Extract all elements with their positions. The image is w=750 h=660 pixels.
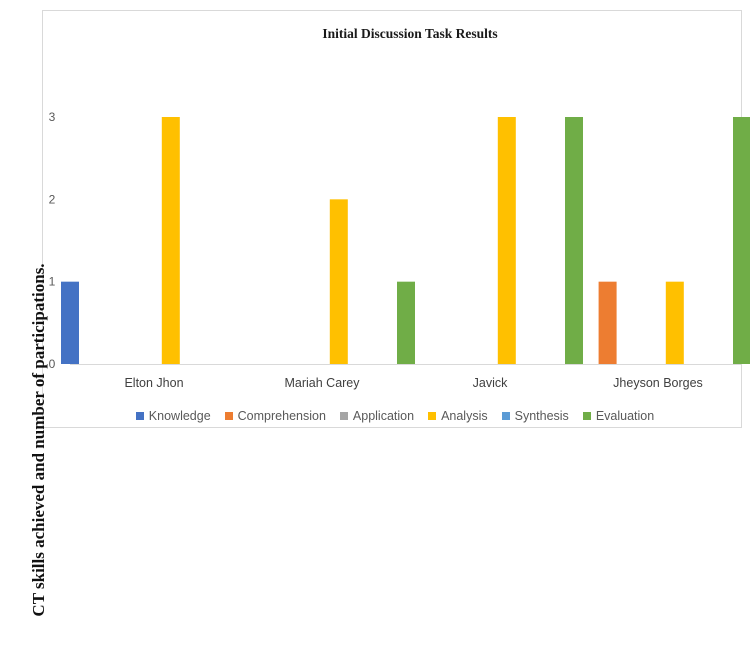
- bar-evaluation-1: [397, 281, 415, 364]
- bar-comprehension-3: [598, 281, 617, 364]
- legend-label: Synthesis: [514, 409, 569, 423]
- legend-item-knowledge: Knowledge: [135, 409, 211, 423]
- bar-knowledge-0: [61, 281, 79, 364]
- bar-analysis-3: [665, 281, 684, 364]
- chart-frame: Initial Discussion Task Results CT skill…: [0, 10, 750, 617]
- legend-swatch: [339, 412, 348, 420]
- bar-analysis-0: [161, 117, 180, 364]
- y-tick-label: 1: [49, 275, 56, 289]
- y-tick-label: 3: [49, 110, 56, 124]
- x-axis-labels: Elton Jhon Mariah Carey Javick Jheyson Borg…: [124, 376, 702, 390]
- y-tick-label: 0: [49, 357, 56, 371]
- x-category-label: Mariah Carey: [284, 376, 360, 390]
- legend-label: Comprehension: [237, 409, 326, 423]
- y-axis-ticks: 0 1 2 3: [49, 110, 56, 371]
- bar-evaluation-2: [565, 117, 583, 364]
- bars-group: [61, 117, 750, 364]
- legend-swatch: [224, 412, 233, 420]
- legend-item-application: Application: [339, 409, 415, 423]
- bar-analysis-1: [329, 199, 348, 364]
- chart-title: Initial Discussion Task Results: [322, 26, 498, 41]
- legend-swatch: [135, 412, 144, 420]
- legend-swatch: [582, 412, 591, 420]
- x-category-label: Javick: [473, 376, 508, 390]
- legend-swatch: [428, 412, 437, 420]
- y-tick-label: 2: [49, 192, 56, 206]
- legend-swatch: [501, 412, 510, 420]
- legend-label: Knowledge: [148, 409, 211, 423]
- plot-area: 0 1 2 3 Elton Jhon Mariah Carey Javick Jheyson…: [49, 110, 750, 390]
- legend: Knowledge Comprehension Application Analysi…: [0, 409, 750, 423]
- legend-label: Evaluation: [595, 409, 655, 423]
- x-category-label: Elton Jhon: [124, 376, 183, 390]
- legend-item-synthesis: Synthesis: [501, 409, 569, 423]
- legend-item-comprehension: Comprehension: [224, 409, 326, 423]
- x-category-label: Jheyson Borges: [613, 376, 703, 390]
- legend-item-analysis: Analysis: [428, 409, 488, 423]
- bar-analysis-2: [497, 117, 516, 364]
- legend-label: Analysis: [441, 409, 488, 423]
- bar-evaluation-3: [733, 117, 750, 364]
- legend-label: Application: [352, 409, 415, 423]
- legend-item-evaluation: Evaluation: [582, 409, 655, 423]
